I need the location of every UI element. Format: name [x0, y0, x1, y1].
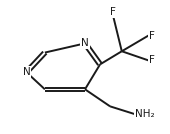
Text: F: F: [149, 31, 154, 40]
Text: F: F: [110, 7, 116, 17]
Text: F: F: [149, 55, 154, 65]
Text: N: N: [81, 38, 89, 48]
Text: NH₂: NH₂: [135, 109, 155, 119]
Text: N: N: [23, 67, 30, 77]
